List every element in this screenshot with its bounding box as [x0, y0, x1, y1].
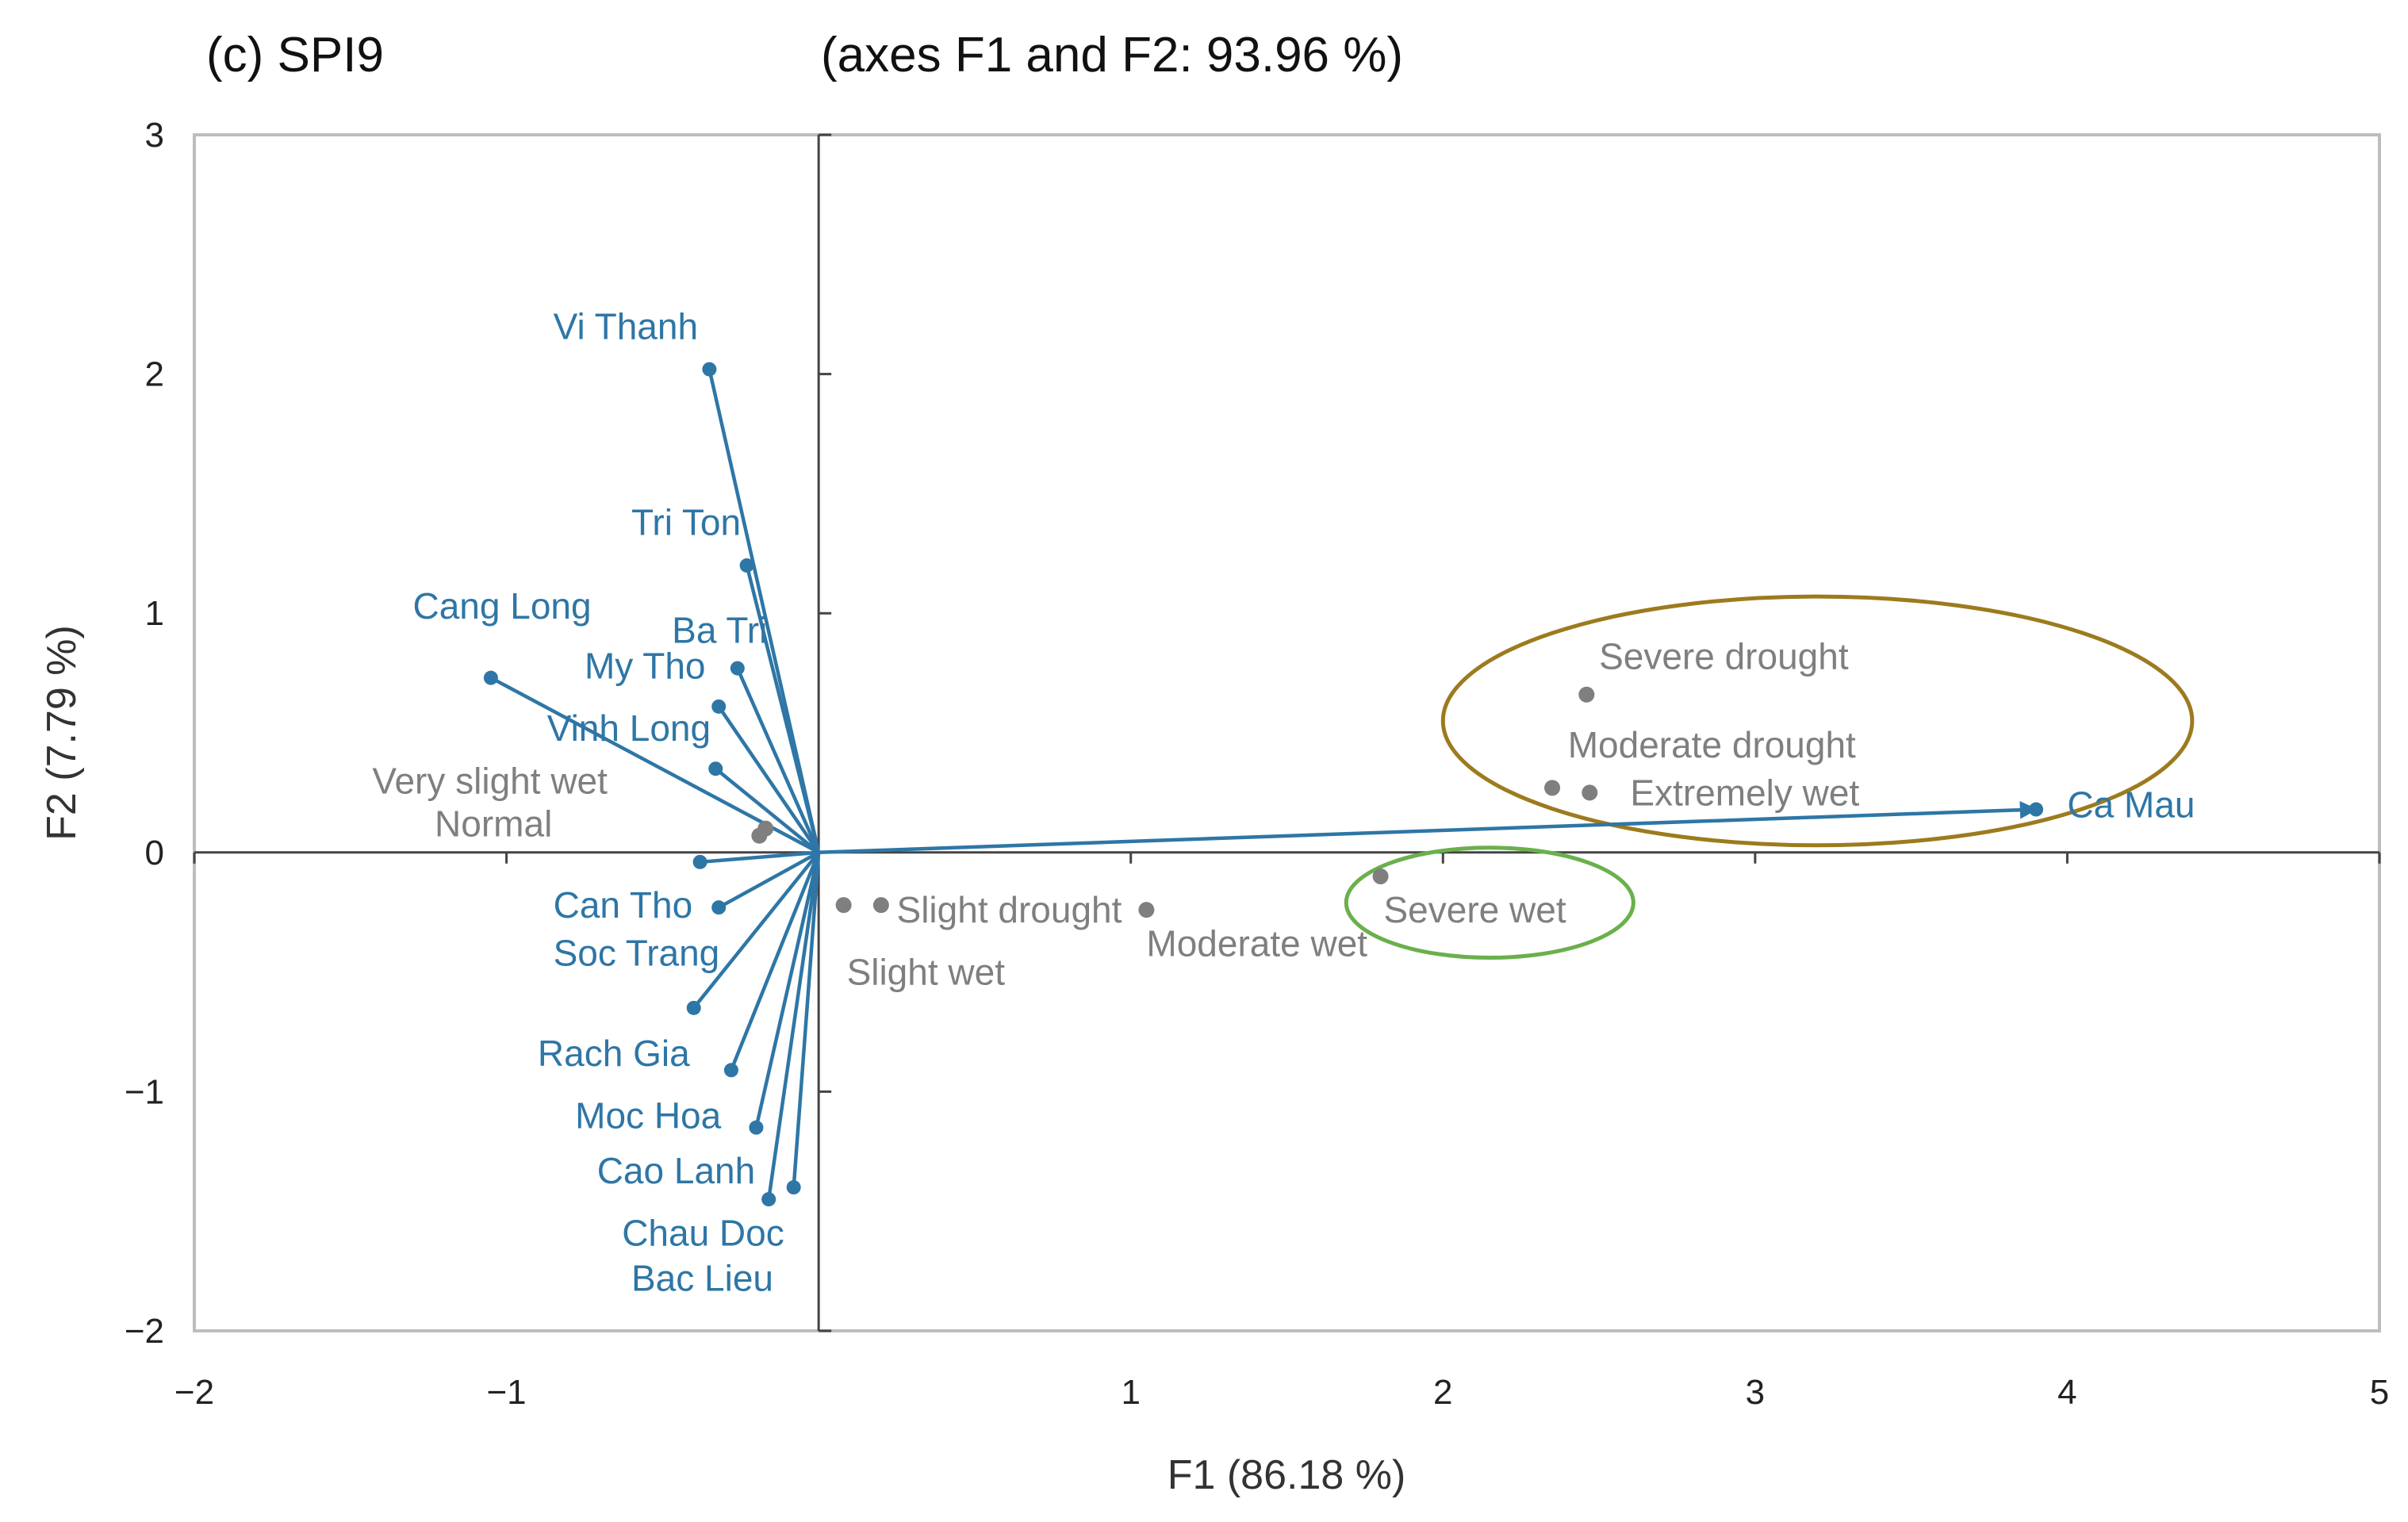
vector-tip-ba-tri: [730, 661, 745, 676]
vector-tri-ton: [745, 565, 821, 853]
y-tick-label: −2: [125, 1312, 164, 1351]
vector-ba-tri: [735, 667, 821, 853]
variable-label-ca-mau: Ca Mau: [2067, 784, 2195, 825]
obs-point-slight-drought: [872, 897, 889, 914]
y-axis-label: F2 (7.79 %): [39, 625, 85, 841]
vector-tip-moc-hoa: [723, 1063, 738, 1078]
vector-tip-can-tho: [692, 854, 707, 869]
vector-rach-gia: [692, 851, 820, 1010]
variable-label-vinh-long: Vinh Long: [547, 707, 711, 749]
x-tick-label: 5: [2370, 1373, 2389, 1412]
vector-my-tho: [717, 705, 820, 854]
vector-moc-hoa: [729, 851, 821, 1072]
ticks-group: −2 −1 1 2 3 4 5 −2 −1 0 1 2 3: [125, 116, 2389, 1412]
vector-bac-lieu: [766, 852, 821, 1200]
obs-label-very-slight-wet: Very slight wet: [372, 760, 608, 801]
obs-point-moderate-drought: [1544, 780, 1561, 796]
vector-chau-doc: [792, 852, 821, 1188]
obs-point-severe-drought: [1578, 686, 1595, 703]
variable-label-cang-long: Cang Long: [413, 585, 592, 627]
wet-ellipse: [1344, 845, 1635, 960]
x-axis-label: F1 (86.18 %): [1168, 1452, 1406, 1498]
vector-tip-cao-lanh: [749, 1120, 764, 1135]
y-tick-label: 2: [145, 355, 164, 394]
y-tick-label: −1: [125, 1072, 164, 1111]
obs-label-normal: Normal: [435, 803, 552, 845]
variable-label-can-tho: Can Tho: [554, 884, 693, 926]
variable-label-tri-ton: Tri Ton: [631, 502, 741, 543]
x-tick-label: −1: [486, 1373, 526, 1412]
obs-point-extremely-wet: [1582, 784, 1598, 801]
vector-tip-my-tho: [711, 699, 727, 714]
plot-frame: [193, 133, 2381, 1332]
variable-label-my-tho: My Tho: [585, 646, 706, 687]
obs-label-slight-drought: Slight drought: [897, 889, 1122, 930]
axes-group: [193, 133, 2381, 1332]
vector-soc-trang: [718, 850, 820, 910]
vector-ca-mau: [819, 800, 2038, 855]
vector-tip-bac-lieu: [761, 1192, 776, 1207]
x-tick-label: 1: [1121, 1373, 1140, 1412]
variable-label-cao-lanh: Cao Lanh: [597, 1150, 756, 1191]
vector-vi-thanh: [707, 369, 821, 853]
vector-vinh-long: [714, 767, 820, 854]
chart-title: (axes F1 and F2: 93.96 %): [821, 28, 1403, 82]
obs-label-moderate-wet: Moderate wet: [1146, 922, 1367, 964]
x-tick-label: 3: [1746, 1373, 1765, 1412]
vector-tip-ca-mau: [2029, 802, 2044, 817]
x-tick-label: 4: [2057, 1373, 2076, 1412]
vector-tip-vi-thanh: [702, 362, 717, 377]
obs-label-severe-wet: Severe wet: [1384, 889, 1566, 930]
obs-point-moderate-wet: [1138, 902, 1155, 918]
x-tick-label: 2: [1433, 1373, 1452, 1412]
obs-label-moderate-drought: Moderate drought: [1568, 724, 1856, 765]
variable-label-soc-trang: Soc Trang: [554, 932, 720, 973]
vector-tip-soc-trang: [711, 900, 727, 915]
variable-label-bac-lieu: Bac Lieu: [631, 1258, 773, 1299]
obs-label-slight-wet: Slight wet: [847, 952, 1006, 993]
drought-ellipse: [1440, 594, 2195, 848]
obs-label-severe-drought: Severe drought: [1599, 635, 1849, 677]
vector-tip-rach-gia: [686, 1000, 701, 1015]
obs-point-slight-wet: [835, 897, 852, 914]
variable-label-ba-tri: Ba Tri: [672, 609, 767, 650]
y-tick-label: 0: [145, 834, 164, 872]
vector-tip-cang-long: [483, 670, 498, 685]
y-tick-label: 1: [145, 594, 164, 633]
ellipses-group: [1344, 594, 2195, 960]
vector-cao-lanh: [754, 852, 821, 1129]
y-tick-label: 3: [145, 116, 164, 155]
x-tick-label: −2: [174, 1373, 214, 1412]
obs-point-normal: [751, 827, 768, 844]
variable-label-moc-hoa: Moc Hoa: [575, 1095, 721, 1137]
obs-point-severe-wet: [1372, 868, 1389, 884]
variable-label-rach-gia: Rach Gia: [538, 1033, 690, 1074]
vector-can-tho: [700, 850, 819, 865]
variable-label-vi-thanh: Vi Thanh: [554, 305, 698, 347]
panel-label: (c) SPI9: [206, 28, 384, 82]
obs-label-extremely-wet: Extremely wet: [1630, 772, 1859, 813]
vector-tip-vinh-long: [708, 761, 723, 776]
variable-label-chau-doc: Chau Doc: [622, 1212, 784, 1253]
vector-tip-tri-ton: [739, 558, 754, 573]
vector-tip-chau-doc: [786, 1180, 801, 1195]
